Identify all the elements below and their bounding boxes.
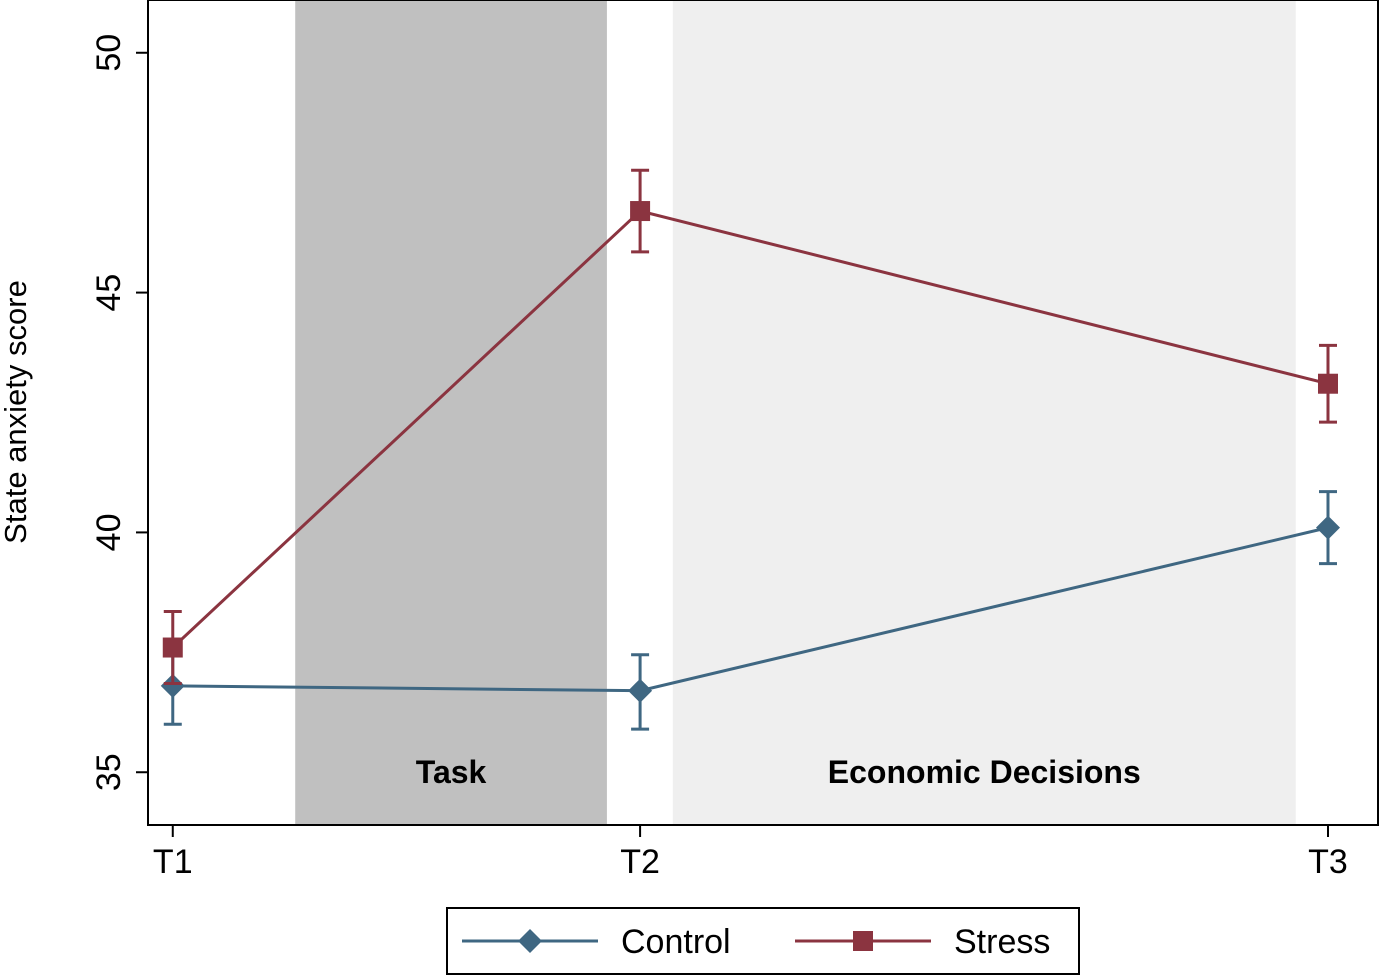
y-tick-label-50: 50 [90,34,128,72]
band-task [295,0,607,825]
legend: Control Stress [446,907,1080,975]
y-axis: 35 40 45 50 [90,34,148,791]
x-tick-label-t2: T2 [620,843,660,881]
x-tick-label-t3: T3 [1308,843,1348,881]
data-point-stress-t3 [1317,373,1338,394]
legend-marker-control [518,929,542,953]
series-layer [160,168,1340,731]
data-point-stress-t1 [162,637,183,658]
band-labels: Task Economic Decisions [416,754,1141,790]
y-tick-label-35: 35 [90,753,128,791]
plot-frame [147,0,1379,826]
y-tick-label-45: 45 [90,274,128,312]
legend-label-stress: Stress [954,923,1050,961]
legend-marker-stress [853,931,873,951]
x-axis: T1 T2 T3 [153,825,1348,881]
y-tick-label-40: 40 [90,513,128,551]
data-point-control-t3 [1315,515,1340,540]
x-tick-label-t1: T1 [153,843,193,881]
data-point-stress-t2 [630,201,651,222]
data-point-control-t2 [628,678,653,703]
legend-items: Control Stress [462,923,1050,961]
y-axis-title: State anxiety score [0,280,33,544]
shaded-bands [295,0,1296,825]
band-label-economic-decisions: Economic Decisions [828,754,1141,790]
legend-label-control: Control [621,923,731,961]
data-point-control-t1 [160,673,185,698]
band-economic-decisions [672,0,1296,825]
series-stress [162,168,1338,686]
band-label-task: Task [416,754,487,790]
